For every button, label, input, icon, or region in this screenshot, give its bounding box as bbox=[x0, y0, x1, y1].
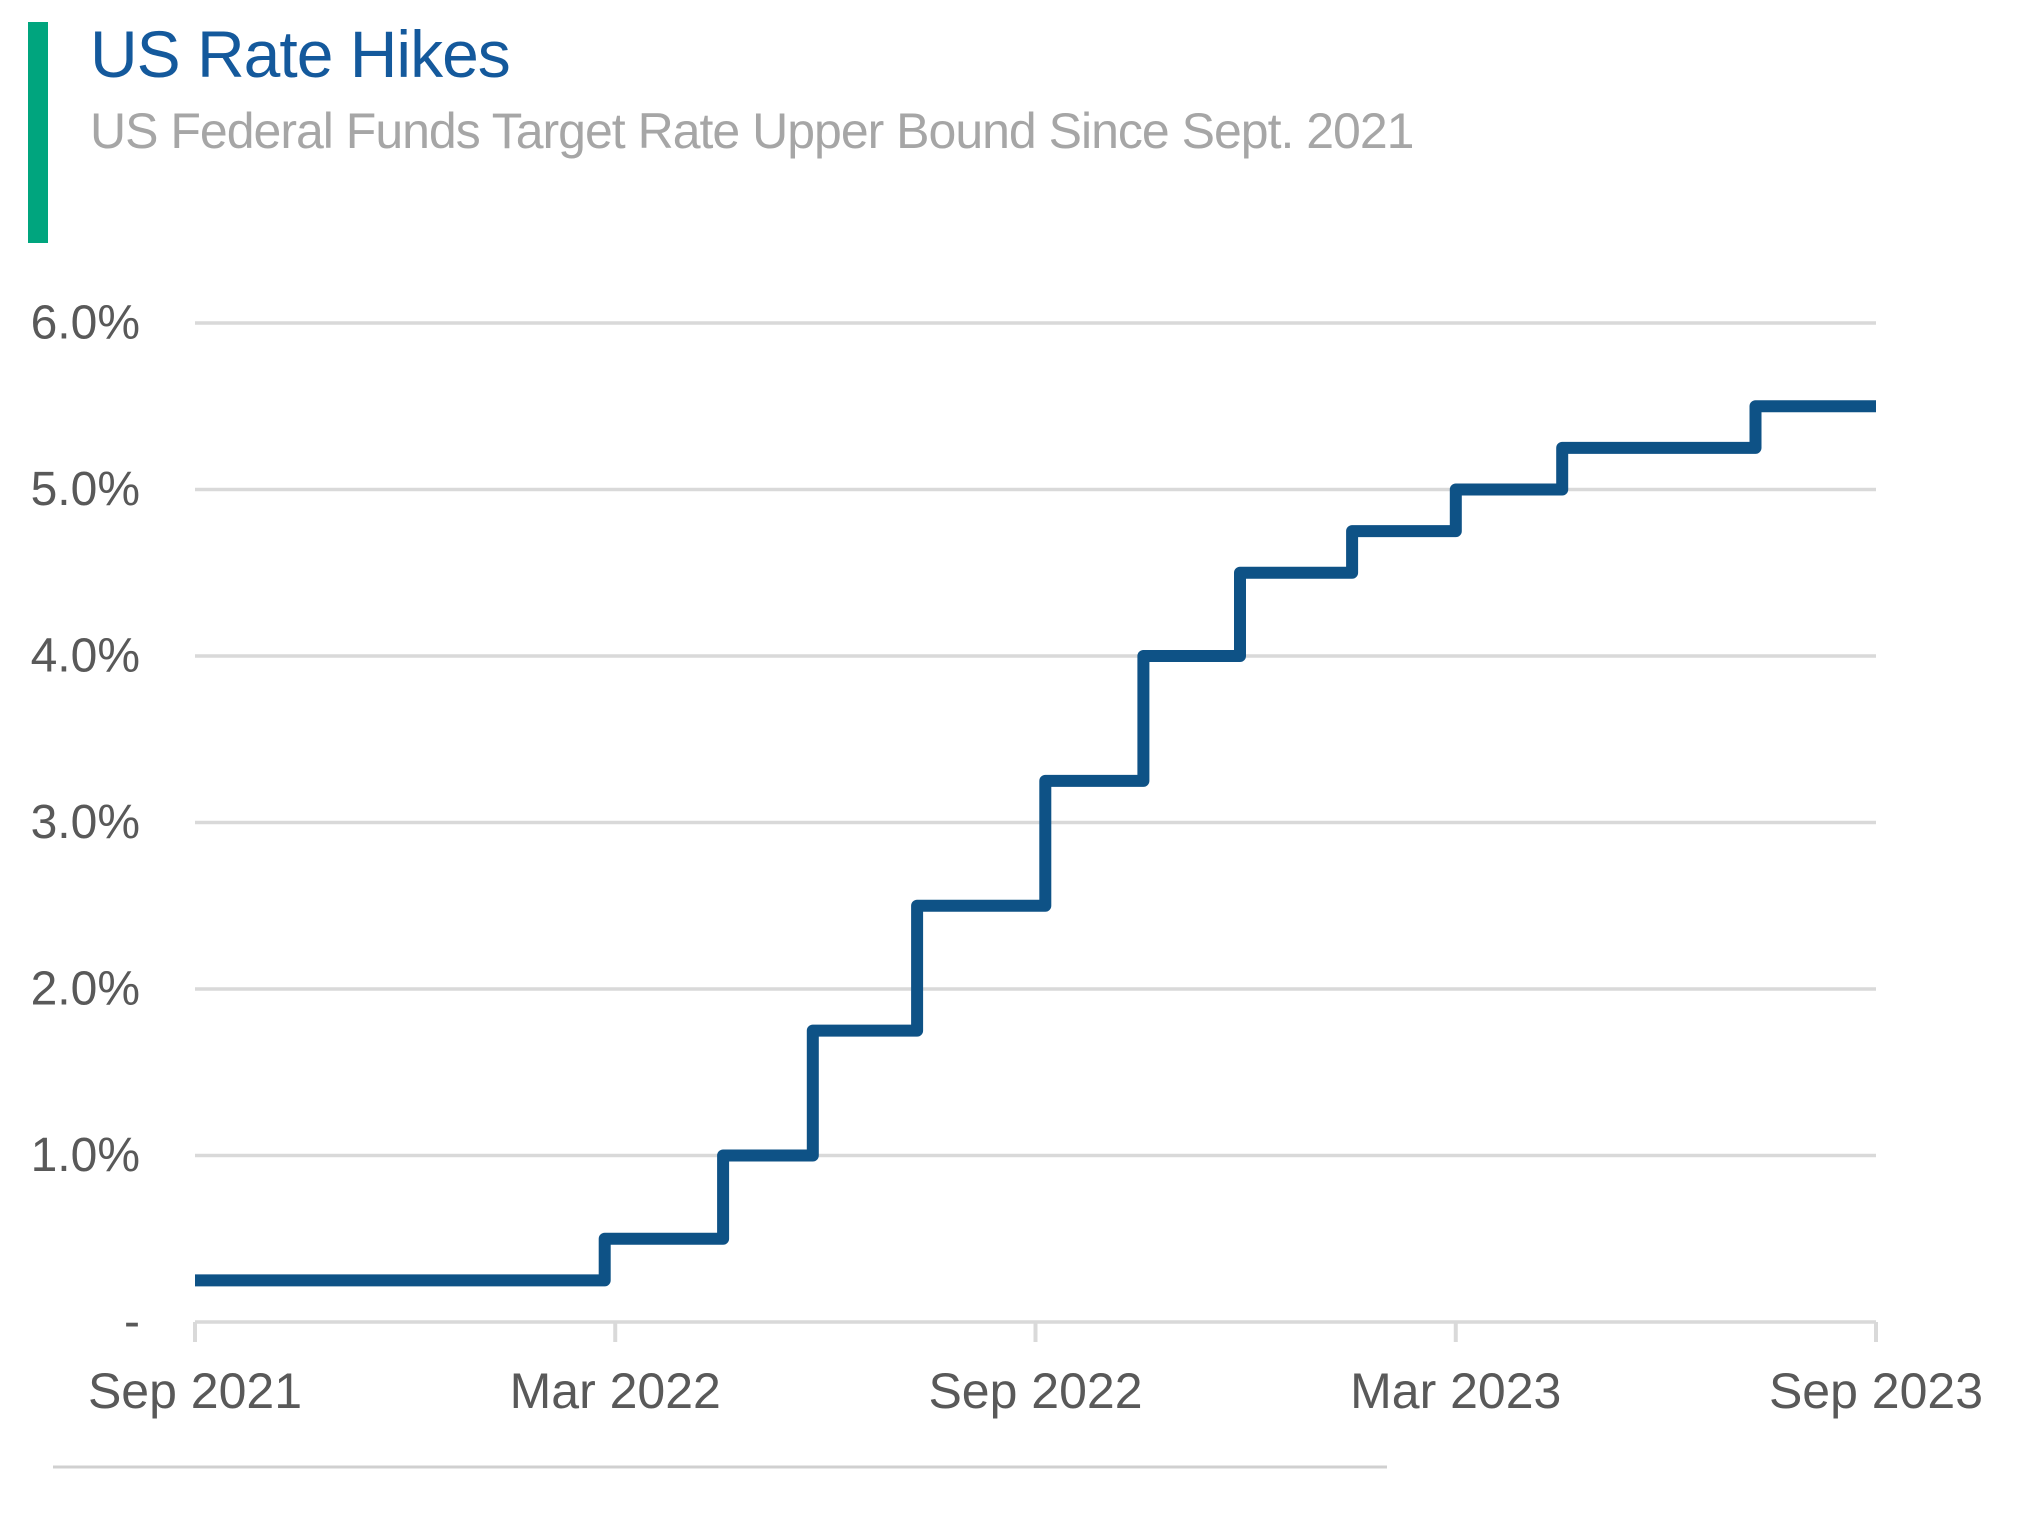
rate-step-line bbox=[195, 400, 1876, 1287]
y-axis-label: 5.0% bbox=[31, 463, 140, 516]
y-axis-label: - bbox=[124, 1296, 140, 1349]
accent-bar bbox=[28, 22, 48, 243]
chart-title: US Rate Hikes bbox=[90, 17, 511, 91]
x-axis-label: Mar 2022 bbox=[510, 1363, 721, 1419]
x-axis-label: Sep 2021 bbox=[88, 1363, 302, 1419]
x-axis-label: Mar 2023 bbox=[1350, 1363, 1561, 1419]
y-axis-label: 3.0% bbox=[31, 796, 140, 849]
y-axis-label: 4.0% bbox=[31, 630, 140, 683]
y-axis-label: 1.0% bbox=[31, 1129, 140, 1182]
x-axis-label: Sep 2023 bbox=[1769, 1363, 1983, 1419]
x-axis-label: Sep 2022 bbox=[928, 1363, 1142, 1419]
y-axis-label: 6.0% bbox=[31, 297, 140, 350]
chart-subtitle: US Federal Funds Target Rate Upper Bound… bbox=[90, 103, 1414, 159]
y-axis-label: 2.0% bbox=[31, 963, 140, 1016]
